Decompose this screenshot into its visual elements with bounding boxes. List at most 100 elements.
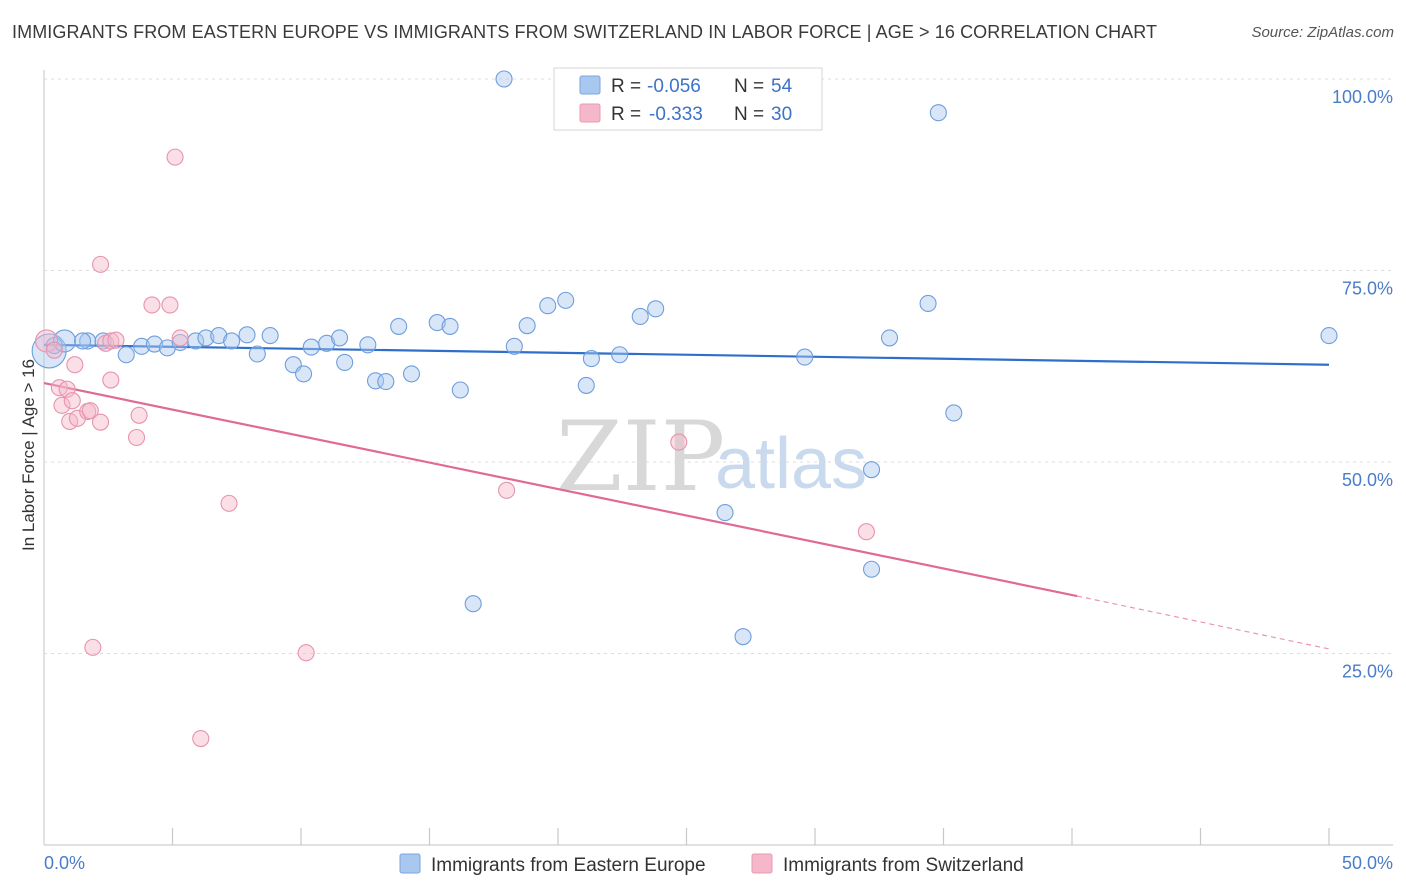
point-switzerland-10 bbox=[84, 638, 102, 656]
point-eastern-europe-2 bbox=[53, 329, 77, 353]
legend-n-label-2: N = bbox=[734, 104, 764, 125]
point-eastern-europe-43 bbox=[716, 504, 734, 522]
legend-r-label-1: R = bbox=[611, 76, 641, 97]
point-switzerland-24 bbox=[297, 644, 315, 662]
point-eastern-europe-42 bbox=[647, 300, 665, 318]
x-tick-label-max: 50.0% bbox=[1342, 853, 1393, 873]
point-switzerland-27 bbox=[857, 523, 875, 541]
point-eastern-europe-26 bbox=[390, 317, 408, 335]
point-eastern-europe-28 bbox=[428, 314, 446, 332]
legend-n-value-1: 54 bbox=[771, 76, 793, 97]
point-eastern-europe-6 bbox=[133, 337, 151, 355]
point-eastern-europe-38 bbox=[582, 350, 600, 368]
source-credit: Source: ZipAtlas.com bbox=[1251, 24, 1394, 41]
chart-title: IMMIGRANTS FROM EASTERN EUROPE VS IMMIGR… bbox=[12, 22, 1158, 42]
y-tick-labels: 25.0% 50.0% 75.0% 100.0% bbox=[1332, 87, 1393, 682]
point-switzerland-3 bbox=[53, 396, 71, 414]
legend-stats: R = -0.056 N = 54 R = -0.333 N = 30 bbox=[553, 67, 823, 131]
point-eastern-europe-16 bbox=[261, 327, 279, 345]
point-switzerland-25 bbox=[498, 481, 516, 499]
point-eastern-europe-27 bbox=[402, 365, 421, 383]
point-eastern-europe-51 bbox=[945, 404, 963, 422]
point-switzerland-22 bbox=[192, 729, 210, 748]
legend-swatch-bottom-switzerland bbox=[751, 853, 773, 874]
trend-lines bbox=[43, 343, 1330, 650]
y-tick-label-50: 50.0% bbox=[1342, 470, 1393, 490]
point-eastern-europe-13 bbox=[223, 332, 241, 350]
point-switzerland-13 bbox=[102, 371, 120, 389]
point-switzerland-7 bbox=[68, 409, 86, 427]
point-eastern-europe-18 bbox=[295, 365, 313, 383]
point-switzerland-15 bbox=[107, 331, 125, 349]
point-eastern-europe-3 bbox=[79, 332, 97, 350]
trend-line-eastern-europe bbox=[43, 343, 1330, 366]
point-eastern-europe-44 bbox=[734, 628, 752, 646]
legend-swatch-bottom-eastern-europe bbox=[399, 853, 421, 874]
legend-r-label-2: R = bbox=[611, 104, 641, 125]
legend-series: Immigrants from Eastern Europe Immigrant… bbox=[399, 853, 1024, 876]
point-eastern-europe-20 bbox=[318, 334, 336, 352]
y-tick-label-100: 100.0% bbox=[1332, 87, 1393, 107]
legend-n-label-1: N = bbox=[734, 76, 764, 97]
point-eastern-europe-32 bbox=[495, 70, 513, 88]
point-eastern-europe-47 bbox=[862, 560, 881, 578]
point-switzerland-21 bbox=[171, 329, 189, 347]
watermark-zip: ZIP bbox=[556, 401, 725, 513]
point-eastern-europe-12 bbox=[210, 327, 228, 345]
point-switzerland-20 bbox=[161, 296, 179, 314]
point-switzerland-17 bbox=[130, 406, 148, 424]
point-eastern-europe-49 bbox=[919, 294, 937, 312]
point-eastern-europe-40 bbox=[631, 307, 649, 326]
point-eastern-europe-19 bbox=[302, 338, 320, 356]
point-switzerland-9 bbox=[81, 402, 99, 420]
point-eastern-europe-37 bbox=[577, 376, 595, 394]
gridlines bbox=[44, 78, 1393, 654]
point-eastern-europe-33 bbox=[505, 337, 523, 355]
point-eastern-europe-5 bbox=[117, 346, 135, 364]
point-switzerland-6 bbox=[66, 356, 84, 374]
point-eastern-europe-50 bbox=[929, 104, 947, 122]
legend-r-value-1: -0.056 bbox=[647, 76, 701, 97]
point-eastern-europe-15 bbox=[248, 345, 266, 363]
y-tick-label-75: 75.0% bbox=[1342, 279, 1393, 299]
point-switzerland-19 bbox=[166, 148, 184, 166]
legend-label-eastern-europe: Immigrants from Eastern Europe bbox=[431, 855, 706, 876]
y-axis-title: In Labor Force | Age > 16 bbox=[19, 359, 38, 551]
point-eastern-europe-25 bbox=[377, 373, 395, 391]
point-eastern-europe-7 bbox=[145, 335, 164, 353]
watermark-atlas: atlas bbox=[715, 424, 867, 504]
point-eastern-europe-31 bbox=[464, 595, 482, 613]
point-eastern-europe-48 bbox=[880, 329, 899, 347]
point-switzerland-26 bbox=[670, 433, 688, 451]
point-switzerland-16 bbox=[127, 428, 146, 447]
point-eastern-europe-29 bbox=[441, 317, 459, 335]
point-switzerland-14 bbox=[102, 332, 120, 350]
point-switzerland-18 bbox=[143, 296, 161, 314]
point-eastern-europe-23 bbox=[359, 336, 377, 354]
point-eastern-europe-22 bbox=[336, 353, 354, 371]
legend-n-value-2: 30 bbox=[771, 104, 792, 125]
point-switzerland-28 bbox=[91, 255, 110, 273]
point-switzerland-29 bbox=[63, 392, 81, 410]
x-tick-label-min: 0.0% bbox=[44, 853, 85, 873]
trend-line-extension-switzerland bbox=[1077, 595, 1330, 650]
point-eastern-europe-34 bbox=[518, 317, 536, 335]
point-eastern-europe-35 bbox=[539, 297, 557, 315]
point-switzerland-1 bbox=[45, 341, 63, 359]
point-eastern-europe-11 bbox=[197, 329, 215, 347]
legend-swatch-switzerland bbox=[579, 103, 601, 123]
x-ticks bbox=[171, 828, 1330, 845]
point-eastern-europe-36 bbox=[557, 291, 575, 309]
point-eastern-europe-14 bbox=[238, 326, 256, 344]
point-eastern-europe-52 bbox=[1320, 327, 1338, 345]
point-eastern-europe-39 bbox=[611, 346, 629, 364]
point-switzerland-11 bbox=[91, 413, 110, 431]
legend-swatch-eastern-europe bbox=[579, 75, 601, 95]
point-eastern-europe-45 bbox=[796, 348, 814, 366]
point-eastern-europe-46 bbox=[862, 461, 881, 479]
point-eastern-europe-8 bbox=[158, 339, 176, 357]
point-eastern-europe-30 bbox=[451, 381, 469, 399]
point-eastern-europe-21 bbox=[330, 329, 349, 347]
point-eastern-europe-53 bbox=[74, 332, 92, 350]
